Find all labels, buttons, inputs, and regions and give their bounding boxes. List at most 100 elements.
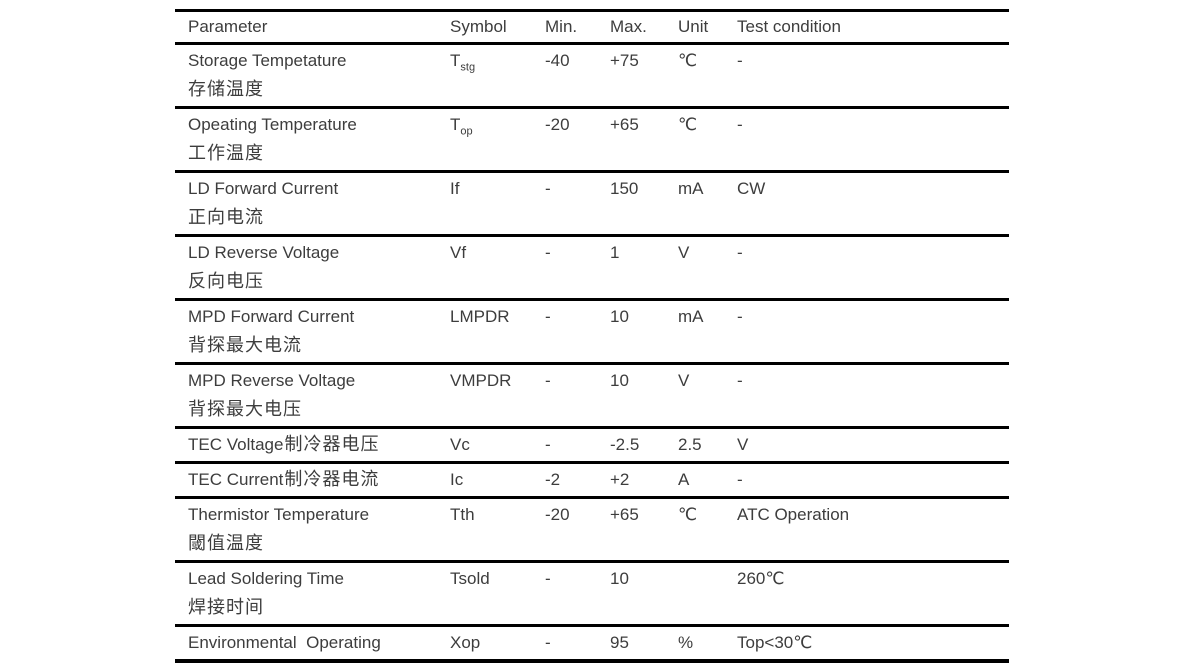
table-row: MPD Reverse Voltage 背探最大电压 VMPDR - 10 V … xyxy=(175,363,1009,429)
cell-min: -2 xyxy=(545,462,610,499)
symbol-base: T xyxy=(450,115,461,134)
cell-symbol: Top xyxy=(450,107,545,173)
cell-max: +2 xyxy=(610,462,678,499)
cell-symbol: Xop xyxy=(450,625,545,663)
cell-min: - xyxy=(545,363,610,429)
cell-symbol: Ic xyxy=(450,462,545,499)
parameter-line1: Opeating Temperature xyxy=(188,110,450,139)
parameter-line1: MPD Reverse Voltage xyxy=(188,366,450,395)
parameter-chinese-line2: 背探最大电压 xyxy=(188,399,302,419)
symbol-base: Ic xyxy=(450,470,464,489)
cell-max: 10 xyxy=(610,561,678,627)
parameter-chinese-line2: 背探最大电流 xyxy=(188,335,302,355)
cell-parameter: Opeating Temperature 工作温度 xyxy=(175,107,450,173)
table-row: Lead Soldering Time 焊接时间 Tsold - 10 260℃ xyxy=(175,561,1009,627)
cell-parameter: LD Forward Current 正向电流 xyxy=(175,171,450,237)
cell-test: V xyxy=(737,427,1009,464)
cell-max: +65 xyxy=(610,497,678,563)
header-test-condition: Test condition xyxy=(737,10,1009,45)
symbol-subscript: stg xyxy=(460,61,476,74)
symbol-base: T xyxy=(450,51,461,70)
cell-symbol: Tsold xyxy=(450,561,545,627)
parameter-line1: TEC Voltage制冷器电压 xyxy=(188,430,450,459)
symbol-base: LMPDR xyxy=(450,307,510,326)
cell-test: - xyxy=(737,462,1009,499)
symbol-base: Tth xyxy=(450,505,475,524)
symbol-base: If xyxy=(450,179,460,198)
cell-parameter: MPD Forward Current 背探最大电流 xyxy=(175,299,450,365)
parameter-english: Environmental Operating xyxy=(188,633,381,652)
cell-unit: V xyxy=(678,363,737,429)
parameter-line1: LD Forward Current xyxy=(188,174,450,203)
table-row: TEC Voltage制冷器电压 Vc - -2.5 2.5 V xyxy=(175,427,1009,464)
parameter-chinese-line2: 反向电压 xyxy=(188,271,264,291)
cell-unit: ℃ xyxy=(678,107,737,173)
cell-max: +65 xyxy=(610,107,678,173)
symbol-base: Vc xyxy=(450,435,470,454)
cell-max: 10 xyxy=(610,299,678,365)
cell-parameter: Thermistor Temperature 閾值温度 xyxy=(175,497,450,563)
parameter-english: MPD Forward Current xyxy=(188,307,355,326)
cell-symbol: LMPDR xyxy=(450,299,545,365)
parameter-line1: TEC Current制冷器电流 xyxy=(188,465,450,494)
cell-parameter: LD Reverse Voltage 反向电压 xyxy=(175,235,450,301)
table-row: Thermistor Temperature 閾值温度 Tth -20 +65 … xyxy=(175,497,1009,563)
table-body: Storage Tempetature 存储温度 Tstg -40 +75 ℃ … xyxy=(175,43,1009,663)
parameter-chinese-line2: 焊接时间 xyxy=(188,597,264,617)
cell-unit: mA xyxy=(678,171,737,237)
parameter-chinese-line2: 閾值温度 xyxy=(188,533,264,553)
cell-unit: mA xyxy=(678,299,737,365)
parameter-chinese-line2: 工作温度 xyxy=(188,143,264,163)
symbol-base: VMPDR xyxy=(450,371,512,390)
header-min: Min. xyxy=(545,10,610,45)
cell-unit: A xyxy=(678,462,737,499)
table-header: Parameter Symbol Min. Max. Unit Test con… xyxy=(175,10,1009,45)
header-parameter: Parameter xyxy=(175,10,450,45)
cell-symbol: VMPDR xyxy=(450,363,545,429)
cell-min: - xyxy=(545,561,610,627)
cell-symbol: Tth xyxy=(450,497,545,563)
header-max: Max. xyxy=(610,10,678,45)
cell-parameter: TEC Voltage制冷器电压 xyxy=(175,427,450,464)
cell-max: 150 xyxy=(610,171,678,237)
parameter-line1: Environmental Operating xyxy=(188,628,450,657)
table-row: LD Forward Current 正向电流 If - 150 mA CW xyxy=(175,171,1009,237)
cell-symbol: Vf xyxy=(450,235,545,301)
parameter-english: TEC Current xyxy=(188,470,284,489)
symbol-subscript: op xyxy=(460,125,473,138)
table-row: Storage Tempetature 存储温度 Tstg -40 +75 ℃ … xyxy=(175,43,1009,109)
cell-unit: 2.5 xyxy=(678,427,737,464)
table-row: TEC Current制冷器电流 Ic -2 +2 A - xyxy=(175,462,1009,499)
parameter-line1: Thermistor Temperature xyxy=(188,500,450,529)
datasheet-page: Parameter Symbol Min. Max. Unit Test con… xyxy=(175,9,1009,663)
cell-min: - xyxy=(545,171,610,237)
table-row: Opeating Temperature 工作温度 Top -20 +65 ℃ … xyxy=(175,107,1009,173)
parameter-english: LD Reverse Voltage xyxy=(188,243,340,262)
cell-min: - xyxy=(545,235,610,301)
cell-test: 260℃ xyxy=(737,561,1009,627)
cell-max: 10 xyxy=(610,363,678,429)
absolute-maximum-ratings-table: Parameter Symbol Min. Max. Unit Test con… xyxy=(175,9,1009,663)
table-row: Environmental Operating Xop - 95 % Top<3… xyxy=(175,625,1009,663)
cell-min: -20 xyxy=(545,497,610,563)
parameter-english: Opeating Temperature xyxy=(188,115,357,134)
cell-min: - xyxy=(545,427,610,464)
parameter-english: MPD Reverse Voltage xyxy=(188,371,356,390)
parameter-english: Storage Tempetature xyxy=(188,51,347,70)
header-symbol: Symbol xyxy=(450,10,545,45)
cell-unit: ℃ xyxy=(678,43,737,109)
cell-min: - xyxy=(545,625,610,663)
cell-unit: ℃ xyxy=(678,497,737,563)
cell-test: - xyxy=(737,299,1009,365)
cell-parameter: TEC Current制冷器电流 xyxy=(175,462,450,499)
cell-symbol: Vc xyxy=(450,427,545,464)
cell-test: ATC Operation xyxy=(737,497,1009,563)
cell-test: CW xyxy=(737,171,1009,237)
cell-min: - xyxy=(545,299,610,365)
cell-max: -2.5 xyxy=(610,427,678,464)
cell-unit: V xyxy=(678,235,737,301)
cell-parameter: Storage Tempetature 存储温度 xyxy=(175,43,450,109)
cell-unit xyxy=(678,561,737,627)
parameter-chinese-line2: 正向电流 xyxy=(188,207,264,227)
parameter-chinese-line2: 存储温度 xyxy=(188,79,264,99)
